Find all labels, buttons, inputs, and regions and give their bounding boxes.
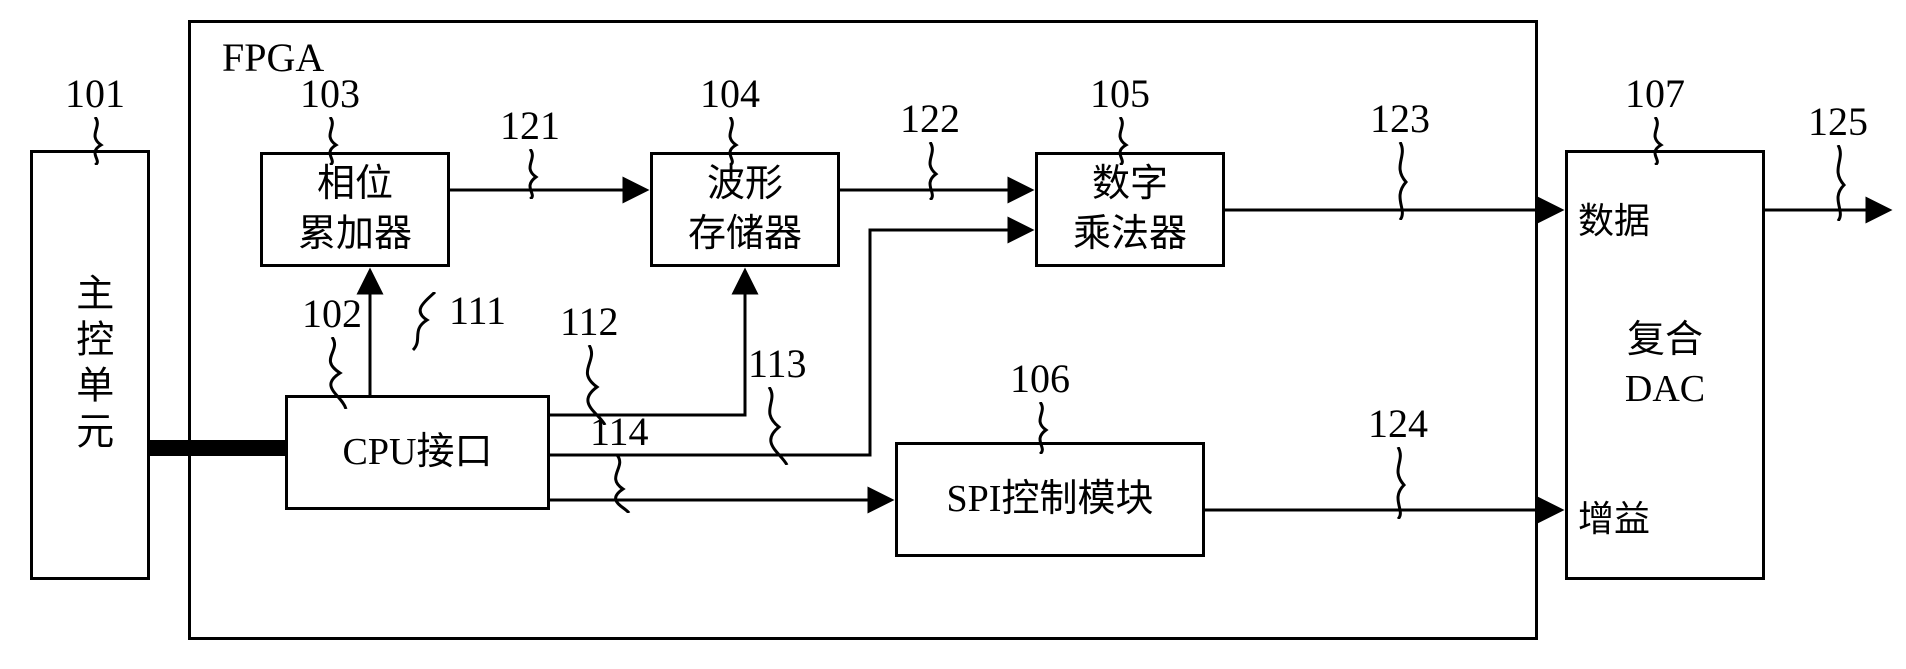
ref-101: 101 — [65, 70, 125, 165]
ref-121-num: 121 — [500, 102, 560, 149]
ref-124: 124 — [1368, 400, 1428, 519]
cpu-interface-block: CPU接口 — [285, 395, 550, 510]
waveform-memory-line2: 存储器 — [688, 210, 802, 259]
phase-accumulator-block: 相位 累加器 — [260, 152, 450, 267]
ref-111: 111 — [405, 292, 506, 352]
dac-gain-port-label: 增益 — [1578, 490, 1650, 542]
ref-103: 103 — [300, 70, 360, 165]
ref-102: 102 — [302, 290, 362, 409]
ref-125: 125 — [1808, 98, 1868, 221]
ref-112: 112 — [560, 298, 619, 425]
ref-122: 122 — [900, 95, 960, 200]
dac-data-port-label: 数据 — [1578, 192, 1650, 244]
ref-106: 106 — [1010, 355, 1070, 454]
digital-multiplier-block: 数字 乘法器 — [1035, 152, 1225, 267]
ref-123-num: 123 — [1370, 95, 1430, 142]
ref-106-num: 106 — [1010, 355, 1070, 402]
ref-114-num: 114 — [590, 408, 649, 455]
composite-dac-line2: DAC — [1625, 365, 1705, 414]
ref-105: 105 — [1090, 70, 1150, 165]
fpga-container — [188, 20, 1538, 640]
waveform-memory-line1: 波形 — [707, 160, 783, 209]
ref-121: 121 — [500, 102, 560, 199]
ref-124-num: 124 — [1368, 400, 1428, 447]
mcu-fpga-connector — [150, 440, 285, 456]
ref-111-num: 111 — [449, 287, 506, 334]
composite-dac-line1: 复合 — [1627, 316, 1703, 365]
ref-125-num: 125 — [1808, 98, 1868, 145]
ref-122-num: 122 — [900, 95, 960, 142]
ref-114: 114 — [590, 408, 649, 513]
ref-113: 113 — [748, 340, 807, 465]
ref-107: 107 — [1625, 70, 1685, 165]
ref-104: 104 — [700, 70, 760, 165]
ref-104-num: 104 — [700, 70, 760, 117]
spi-control-label: SPI控制模块 — [947, 475, 1154, 524]
mcu-block: 主控单元 — [30, 150, 150, 580]
digital-multiplier-line2: 乘法器 — [1073, 210, 1187, 259]
digital-multiplier-line1: 数字 — [1092, 160, 1168, 209]
mcu-label: 主控单元 — [65, 273, 114, 457]
phase-accumulator-line2: 累加器 — [298, 210, 412, 259]
cpu-interface-label: CPU接口 — [343, 428, 493, 477]
phase-accumulator-line1: 相位 — [317, 160, 393, 209]
ref-123: 123 — [1370, 95, 1430, 220]
ref-107-num: 107 — [1625, 70, 1685, 117]
spi-control-block: SPI控制模块 — [895, 442, 1205, 557]
ref-112-num: 112 — [560, 298, 619, 345]
ref-102-num: 102 — [302, 290, 362, 337]
waveform-memory-block: 波形 存储器 — [650, 152, 840, 267]
ref-103-num: 103 — [300, 70, 360, 117]
ref-105-num: 105 — [1090, 70, 1150, 117]
ref-113-num: 113 — [748, 340, 807, 387]
ref-101-num: 101 — [65, 70, 125, 117]
